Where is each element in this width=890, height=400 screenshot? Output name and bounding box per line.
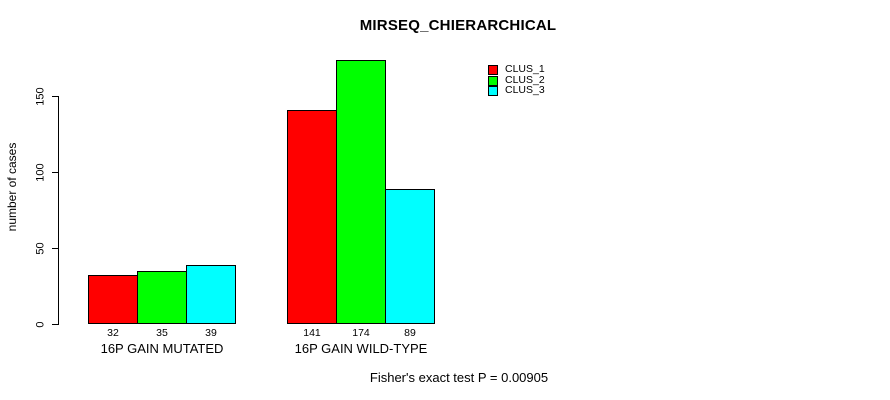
- legend-label: CLUS_2: [505, 74, 545, 86]
- bar-clus_1-1: [88, 275, 138, 324]
- legend-item-clus_3: CLUS_3: [488, 85, 545, 96]
- legend-label: CLUS_3: [505, 84, 545, 96]
- y-axis-line: [58, 96, 59, 325]
- y-tick-label: 50: [34, 242, 47, 255]
- y-tick-mark: [52, 324, 59, 325]
- x-category-label: 16P GAIN MUTATED: [100, 341, 224, 356]
- bar-clus_3-2: [385, 189, 435, 324]
- legend-swatch-icon: [488, 85, 498, 96]
- bar-clus_2-2: [336, 60, 386, 324]
- bar-value-label: 32: [107, 327, 119, 339]
- bar-value-label: 39: [205, 327, 217, 339]
- y-axis-label: number of cases: [5, 142, 19, 232]
- bar-clus_1-2: [287, 110, 337, 324]
- y-tick-mark: [52, 96, 59, 97]
- y-tick-label: 100: [34, 163, 47, 182]
- x-category-label: 16P GAIN WILD-TYPE: [294, 341, 428, 356]
- chart-title: MIRSEQ_CHIERARCHICAL: [359, 17, 557, 34]
- bar-clus_3-1: [186, 265, 236, 324]
- statistical-test-note: Fisher's exact test P = 0.00905: [369, 370, 549, 385]
- bar-value-label: 35: [156, 327, 168, 339]
- bar-value-label: 174: [352, 327, 370, 339]
- y-tick-mark: [52, 248, 59, 249]
- bar-clus_2-1: [137, 271, 187, 324]
- y-tick-label: 0: [34, 321, 47, 328]
- bar-value-label: 89: [404, 327, 416, 339]
- bar-value-label: 141: [303, 327, 321, 339]
- legend-swatch-icon: [488, 75, 498, 86]
- legend-swatch-icon: [488, 64, 498, 75]
- legend-label: CLUS_1: [505, 63, 545, 75]
- legend-item-clus_1: CLUS_1: [488, 64, 545, 75]
- y-tick-mark: [52, 172, 59, 173]
- legend-item-clus_2: CLUS_2: [488, 75, 545, 86]
- y-tick-label: 150: [34, 87, 47, 106]
